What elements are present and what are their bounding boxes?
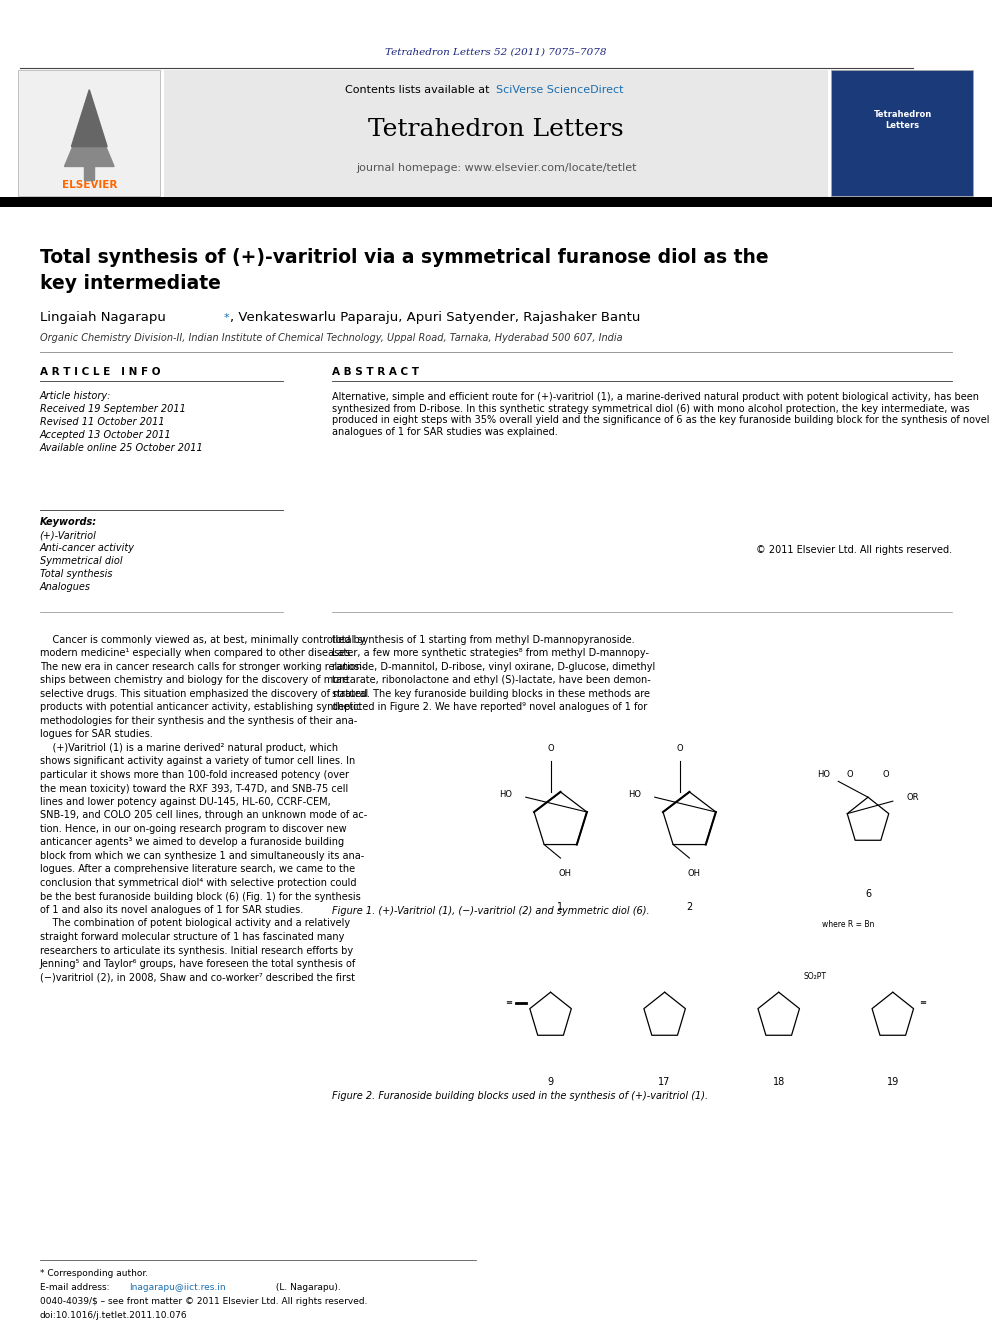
Text: journal homepage: www.elsevier.com/locate/tetlet: journal homepage: www.elsevier.com/locat… <box>356 163 636 173</box>
Text: O: O <box>677 744 682 753</box>
Polygon shape <box>84 164 94 180</box>
Text: SciVerse ScienceDirect: SciVerse ScienceDirect <box>496 85 624 95</box>
Text: (+)Varitriol (1) is a marine derived² natural product, which: (+)Varitriol (1) is a marine derived² na… <box>40 744 338 753</box>
Text: SO₂PT: SO₂PT <box>804 972 826 980</box>
Polygon shape <box>71 90 107 147</box>
Text: OR: OR <box>907 792 919 802</box>
Text: shows significant activity against a variety of tumor cell lines. In: shows significant activity against a var… <box>40 757 355 766</box>
Text: doi:10.1016/j.tetlet.2011.10.076: doi:10.1016/j.tetlet.2011.10.076 <box>40 1311 187 1319</box>
Text: OH: OH <box>558 869 572 878</box>
Text: E-mail address:: E-mail address: <box>40 1282 112 1291</box>
Text: Available online 25 October 2011: Available online 25 October 2011 <box>40 443 203 452</box>
Text: Received 19 September 2011: Received 19 September 2011 <box>40 404 186 414</box>
Text: straight forward molecular structure of 1 has fascinated many: straight forward molecular structure of … <box>40 931 344 942</box>
Text: Total synthesis of (+)-varitriol via a symmetrical furanose diol as the
key inte: Total synthesis of (+)-varitriol via a s… <box>40 247 769 292</box>
Text: Total synthesis: Total synthesis <box>40 569 112 579</box>
Text: (+)-Varitriol: (+)-Varitriol <box>40 531 96 540</box>
Text: Article history:: Article history: <box>40 392 111 401</box>
Text: (−)varitriol (2), in 2008, Shaw and co-worker⁷ described the first: (−)varitriol (2), in 2008, Shaw and co-w… <box>40 972 355 983</box>
Text: Tetrahedron
Letters: Tetrahedron Letters <box>874 110 931 130</box>
Text: ≡: ≡ <box>919 999 927 1007</box>
Bar <box>831 70 973 196</box>
Text: Contents lists available at: Contents lists available at <box>345 85 493 95</box>
Bar <box>164 70 828 198</box>
Text: ranoside, D-mannitol, D-ribose, vinyl oxirane, D-glucose, dimethyl: ranoside, D-mannitol, D-ribose, vinyl ox… <box>332 662 656 672</box>
Text: lines and lower potency against DU-145, HL-60, CCRF-CEM,: lines and lower potency against DU-145, … <box>40 796 330 807</box>
Text: A B S T R A C T: A B S T R A C T <box>332 366 420 377</box>
Text: Anti-cancer activity: Anti-cancer activity <box>40 542 135 553</box>
Text: products with potential anticancer activity, establishing synthetic: products with potential anticancer activ… <box>40 703 361 713</box>
Polygon shape <box>64 107 114 167</box>
Text: The new era in cancer research calls for stronger working relation-: The new era in cancer research calls for… <box>40 662 365 672</box>
Bar <box>0 197 992 206</box>
Text: , Venkateswarlu Paparaju, Apuri Satyender, Rajashaker Bantu: , Venkateswarlu Paparaju, Apuri Satyende… <box>230 311 641 324</box>
Text: Later, a few more synthetic strategies⁸ from methyl D-mannopy-: Later, a few more synthetic strategies⁸ … <box>332 648 650 659</box>
Text: particular it shows more than 100-fold increased potency (over: particular it shows more than 100-fold i… <box>40 770 348 781</box>
Text: selective drugs. This situation emphasized the discovery of natural: selective drugs. This situation emphasiz… <box>40 689 368 699</box>
Text: O: O <box>548 744 554 753</box>
Text: SNB-19, and COLO 205 cell lines, through an unknown mode of ac-: SNB-19, and COLO 205 cell lines, through… <box>40 811 367 820</box>
Text: * Corresponding author.: * Corresponding author. <box>40 1270 148 1278</box>
Text: The combination of potent biological activity and a relatively: The combination of potent biological act… <box>40 918 350 929</box>
Text: lnagarapu@iict.res.in: lnagarapu@iict.res.in <box>129 1282 225 1291</box>
Text: © 2011 Elsevier Ltd. All rights reserved.: © 2011 Elsevier Ltd. All rights reserved… <box>756 545 952 556</box>
Text: ships between chemistry and biology for the discovery of more: ships between chemistry and biology for … <box>40 676 348 685</box>
Text: of 1 and also its novel analogues of 1 for SAR studies.: of 1 and also its novel analogues of 1 f… <box>40 905 303 916</box>
Text: ≡: ≡ <box>505 999 513 1007</box>
Text: logues. After a comprehensive literature search, we came to the: logues. After a comprehensive literature… <box>40 864 355 875</box>
Text: Keywords:: Keywords: <box>40 517 97 527</box>
Text: A R T I C L E   I N F O: A R T I C L E I N F O <box>40 366 160 377</box>
Text: Accepted 13 October 2011: Accepted 13 October 2011 <box>40 430 172 441</box>
Text: 0040-4039/$ – see front matter © 2011 Elsevier Ltd. All rights reserved.: 0040-4039/$ – see front matter © 2011 El… <box>40 1298 367 1307</box>
Text: HO: HO <box>499 790 513 799</box>
Text: 17: 17 <box>659 1077 671 1088</box>
Text: O: O <box>847 770 853 779</box>
Bar <box>18 70 160 196</box>
Text: Lingaiah Nagarapu: Lingaiah Nagarapu <box>40 311 170 324</box>
Text: ELSEVIER: ELSEVIER <box>62 180 117 191</box>
Text: 18: 18 <box>773 1077 785 1088</box>
Text: 9: 9 <box>548 1077 554 1088</box>
Text: HO: HO <box>816 770 830 779</box>
Text: Tetrahedron Letters: Tetrahedron Letters <box>368 119 624 142</box>
Text: Alternative, simple and efficient route for (+)-varitriol (1), a marine-derived : Alternative, simple and efficient route … <box>332 392 990 437</box>
Text: Figure 2. Furanoside building blocks used in the synthesis of (+)-varitriol (1).: Figure 2. Furanoside building blocks use… <box>332 1091 708 1101</box>
Text: total synthesis of 1 starting from methyl D-mannopyranoside.: total synthesis of 1 starting from methy… <box>332 635 635 646</box>
Text: Symmetrical diol: Symmetrical diol <box>40 556 122 566</box>
Text: Organic Chemistry Division-II, Indian Institute of Chemical Technology, Uppal Ro: Organic Chemistry Division-II, Indian In… <box>40 333 622 343</box>
Text: 6: 6 <box>865 889 871 898</box>
Text: the mean toxicity) toward the RXF 393, T-47D, and SNB-75 cell: the mean toxicity) toward the RXF 393, T… <box>40 783 348 794</box>
Text: Figure 1. (+)-Varitriol (1), (−)-varitriol (2) and symmetric diol (6).: Figure 1. (+)-Varitriol (1), (−)-varitri… <box>332 906 650 916</box>
Text: HO: HO <box>628 790 642 799</box>
Text: anticancer agents³ we aimed to develop a furanoside building: anticancer agents³ we aimed to develop a… <box>40 837 344 848</box>
Text: Tetrahedron Letters 52 (2011) 7075–7078: Tetrahedron Letters 52 (2011) 7075–7078 <box>385 48 607 57</box>
Text: 2: 2 <box>686 902 692 912</box>
Text: OH: OH <box>687 869 701 878</box>
Text: logues for SAR studies.: logues for SAR studies. <box>40 729 153 740</box>
Text: 1: 1 <box>558 902 563 912</box>
Text: researchers to articulate its synthesis. Initial research efforts by: researchers to articulate its synthesis.… <box>40 946 353 955</box>
Text: Analogues: Analogues <box>40 582 90 591</box>
Text: block from which we can synthesize 1 and simultaneously its ana-: block from which we can synthesize 1 and… <box>40 851 364 861</box>
Text: Jenning⁵ and Taylor⁶ groups, have foreseen the total synthesis of: Jenning⁵ and Taylor⁶ groups, have forese… <box>40 959 356 968</box>
Text: tartarate, ribonolactone and ethyl (S)-lactate, have been demon-: tartarate, ribonolactone and ethyl (S)-l… <box>332 676 651 685</box>
Text: where R = Bn: where R = Bn <box>822 919 874 929</box>
Text: Revised 11 October 2011: Revised 11 October 2011 <box>40 417 165 427</box>
Text: *: * <box>223 314 229 323</box>
Text: Cancer is commonly viewed as, at best, minimally controlled by: Cancer is commonly viewed as, at best, m… <box>40 635 365 646</box>
Text: O: O <box>883 770 889 779</box>
Text: 19: 19 <box>887 1077 899 1088</box>
Text: methodologies for their synthesis and the synthesis of their ana-: methodologies for their synthesis and th… <box>40 716 357 726</box>
Text: conclusion that symmetrical diol⁴ with selective protection could: conclusion that symmetrical diol⁴ with s… <box>40 878 356 888</box>
Text: depicted in Figure 2. We have reported⁹ novel analogues of 1 for: depicted in Figure 2. We have reported⁹ … <box>332 703 648 713</box>
Text: modern medicine¹ especially when compared to other diseases.: modern medicine¹ especially when compare… <box>40 648 353 659</box>
Text: strated. The key furanoside building blocks in these methods are: strated. The key furanoside building blo… <box>332 689 651 699</box>
Text: tion. Hence, in our on-going research program to discover new: tion. Hence, in our on-going research pr… <box>40 824 346 833</box>
Text: (L. Nagarapu).: (L. Nagarapu). <box>273 1282 340 1291</box>
Text: be the best furanoside building block (6) (Fig. 1) for the synthesis: be the best furanoside building block (6… <box>40 892 360 901</box>
